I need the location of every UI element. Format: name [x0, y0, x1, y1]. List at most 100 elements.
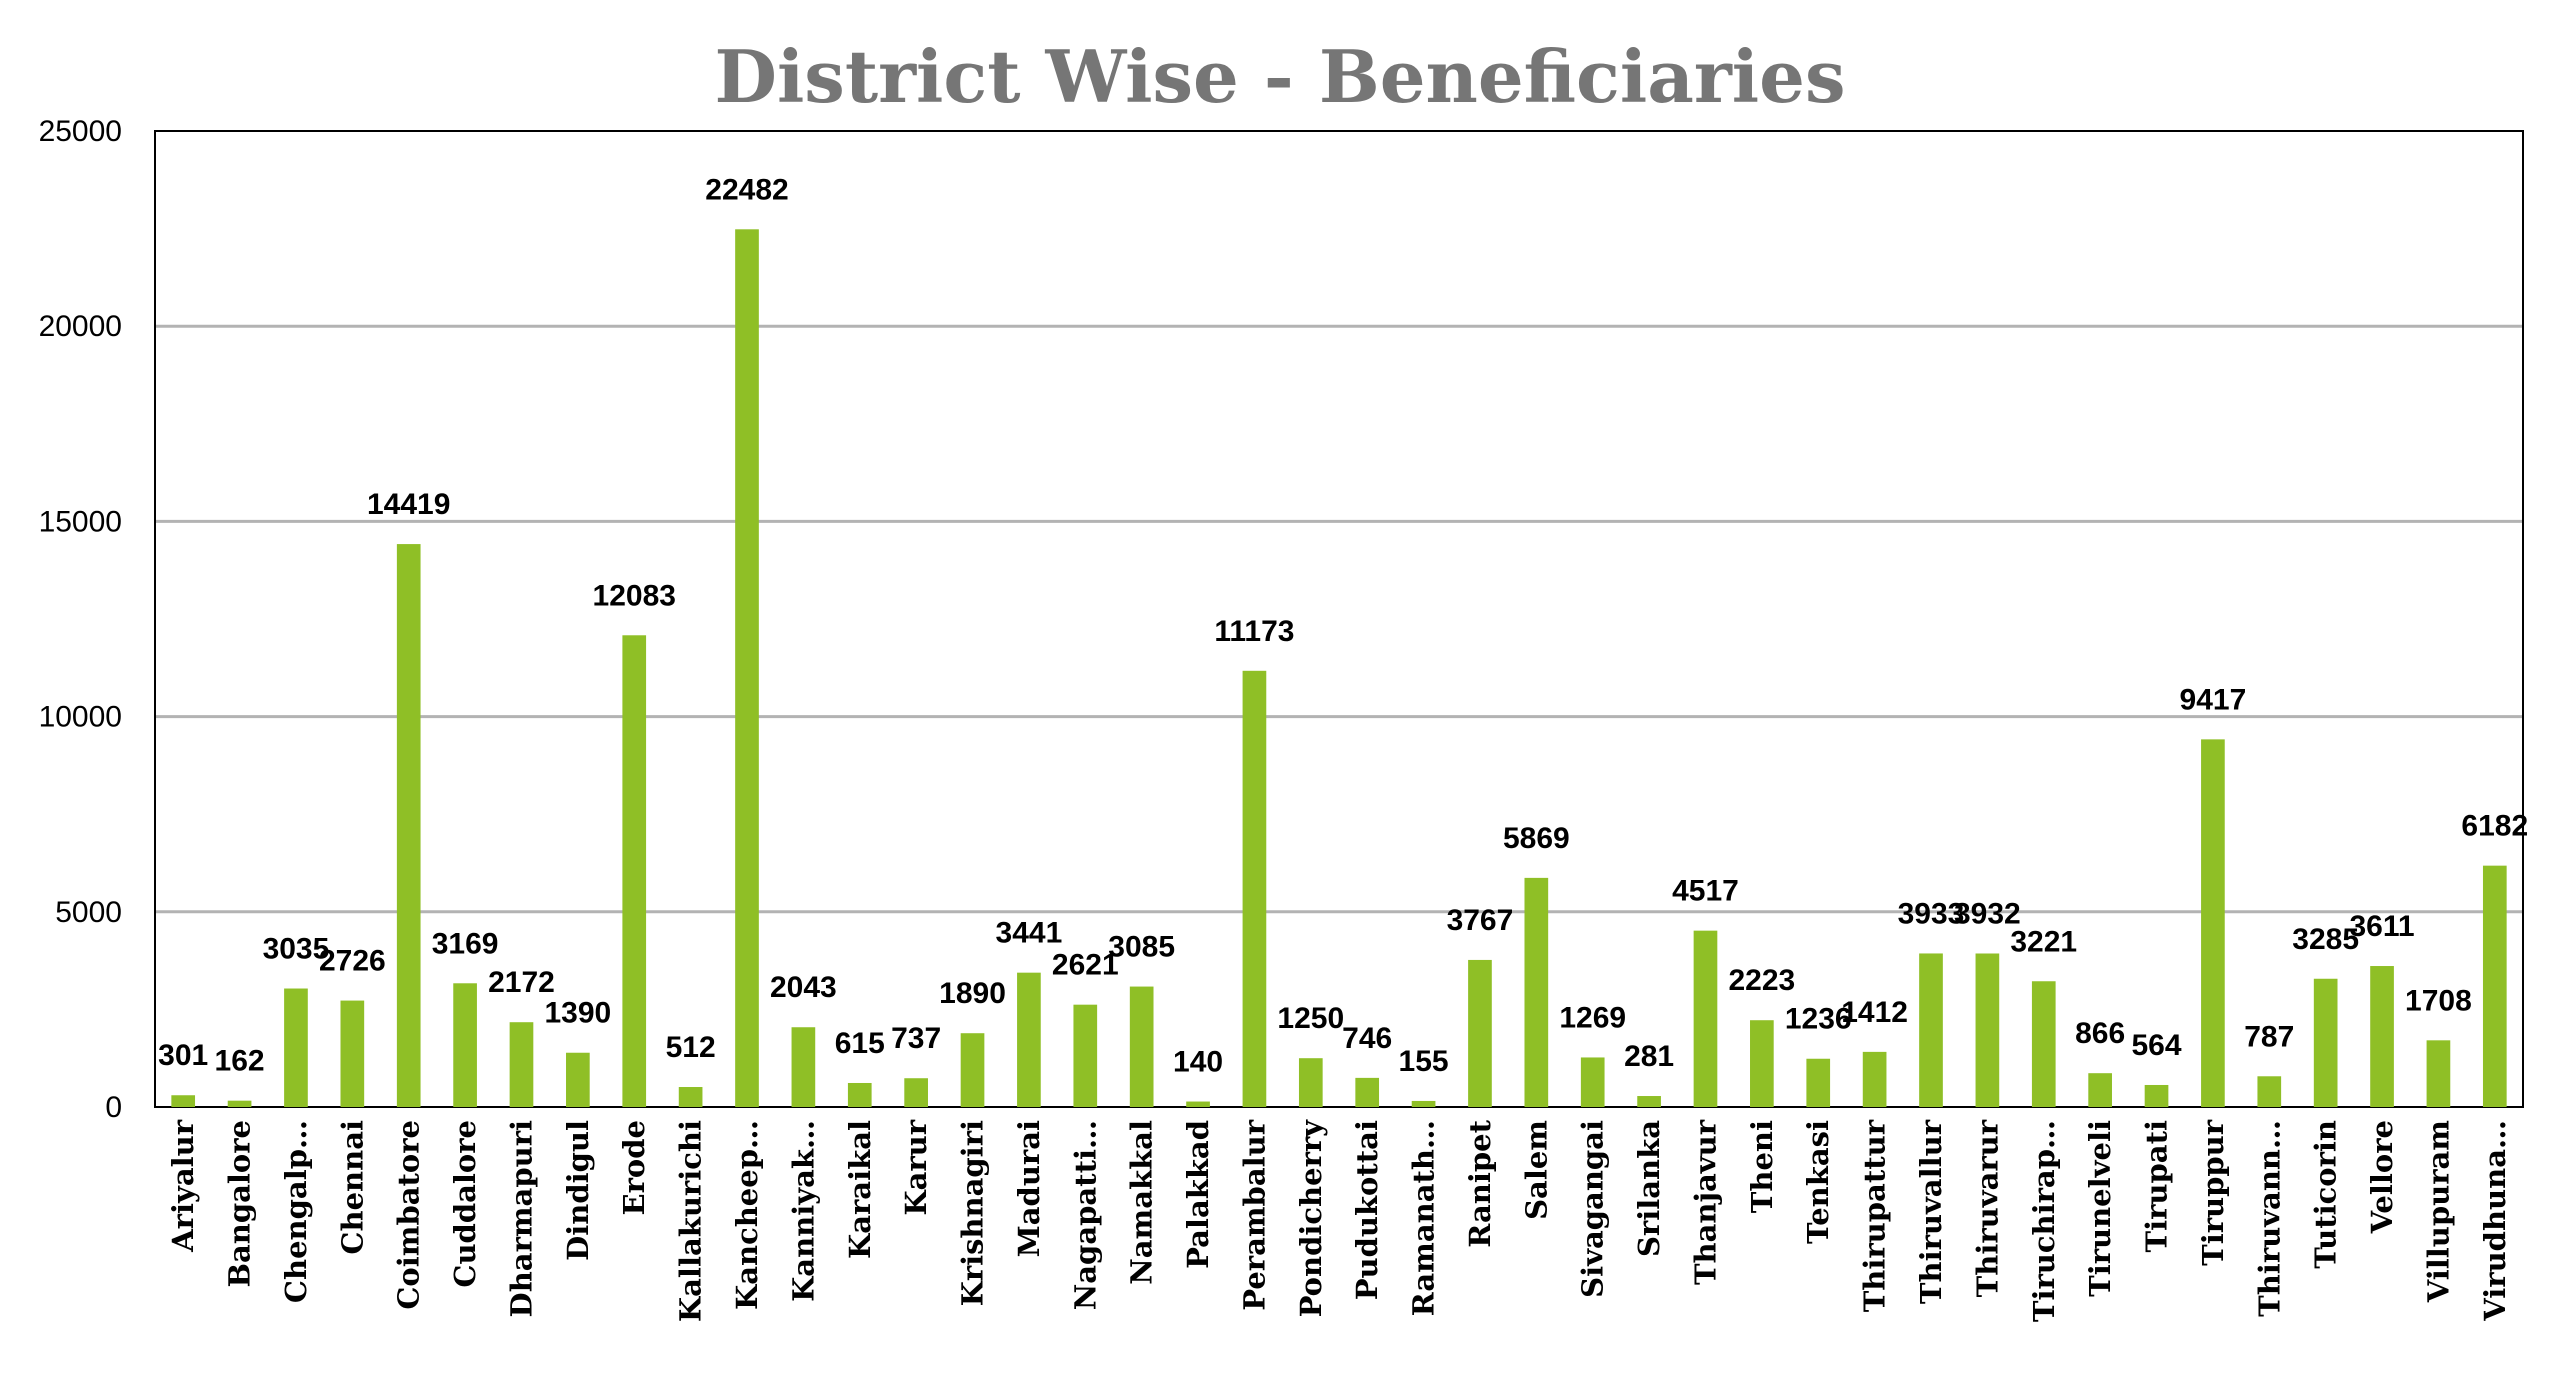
- bar: [622, 635, 647, 1107]
- data-label: 162: [215, 1045, 265, 1078]
- x-tick-label: Chennai: [335, 1120, 369, 1255]
- y-tick-label: 25000: [39, 115, 122, 148]
- data-label: 737: [891, 1022, 941, 1055]
- data-label: 1390: [544, 997, 611, 1030]
- x-tick-label: Ariyalur: [166, 1119, 200, 1253]
- x-tick-label: Pudukottai: [1350, 1120, 1384, 1300]
- x-tick-label: Thiruvann…: [2252, 1120, 2286, 1317]
- x-tick-label: Palakkad: [1181, 1120, 1215, 1269]
- bar: [1693, 930, 1718, 1107]
- data-label: 281: [1624, 1040, 1674, 1073]
- x-tick-label: Ramanath…: [1407, 1120, 1441, 1316]
- x-tick-label: Tirupati: [2140, 1120, 2174, 1252]
- y-tick-label: 5000: [55, 896, 122, 929]
- data-label: 866: [2075, 1017, 2125, 1050]
- data-label: 3221: [2010, 925, 2077, 958]
- data-label: 3285: [2292, 923, 2359, 956]
- y-tick-label: 15000: [39, 505, 122, 538]
- bar: [340, 1000, 365, 1107]
- x-tick-label: Dindigul: [561, 1120, 595, 1261]
- bar: [1524, 877, 1549, 1107]
- data-label: 22482: [705, 173, 788, 206]
- data-label: 14419: [367, 488, 450, 521]
- bar: [1017, 972, 1041, 1107]
- x-tick-label: Thirupattur: [1858, 1119, 1892, 1312]
- bar: [1637, 1096, 1661, 1107]
- bar: [2426, 1040, 2451, 1107]
- x-tick-label: Tiruppur: [2196, 1119, 2230, 1266]
- bar: [2031, 981, 2056, 1107]
- data-label: 1412: [1841, 996, 1908, 1029]
- x-tick-label: Dharmapuri: [504, 1120, 538, 1317]
- x-tick-label: Tiruchirap…: [2027, 1120, 2061, 1322]
- y-tick-label: 20000: [39, 310, 122, 343]
- bar: [1862, 1051, 1887, 1107]
- data-label: 512: [666, 1031, 716, 1064]
- bar: [1129, 986, 1154, 1107]
- data-label: 1890: [939, 977, 1006, 1010]
- x-tick-label: Madurai: [1012, 1120, 1046, 1257]
- data-label: 2223: [1728, 964, 1795, 997]
- x-tick-label: Karaikal: [843, 1120, 877, 1259]
- x-tick-label: Tirunelveli: [2083, 1120, 2117, 1297]
- y-tick-label: 10000: [39, 701, 122, 734]
- bar: [1580, 1057, 1605, 1107]
- bar: [735, 229, 759, 1107]
- bar: [396, 544, 421, 1107]
- x-tick-label: Thiruvarur: [1970, 1119, 2004, 1297]
- data-label: 2621: [1052, 949, 1119, 982]
- bars: [171, 229, 2507, 1107]
- data-label: 1250: [1277, 1002, 1344, 1035]
- data-label: 4517: [1672, 875, 1739, 908]
- x-tick-label: Vellore: [2365, 1120, 2399, 1234]
- x-tick-label: Theni: [1745, 1120, 1779, 1213]
- x-tick-label: Villupuram: [2421, 1120, 2455, 1304]
- bar: [227, 1100, 252, 1107]
- plot-area-border: [154, 130, 2524, 1108]
- data-label: 3085: [1108, 931, 1175, 964]
- bar: [1806, 1058, 1831, 1107]
- bar: [2257, 1076, 2282, 1107]
- x-tick-label: Thanjavur: [1688, 1119, 1722, 1285]
- data-label: 140: [1173, 1046, 1223, 1079]
- data-label: 3169: [432, 927, 499, 960]
- data-label: 6182: [2461, 810, 2528, 843]
- bar: [2482, 865, 2507, 1107]
- x-tick-label: Nagapatti…: [1068, 1120, 1102, 1310]
- data-label: 3932: [1954, 897, 2021, 930]
- x-tick-label: Thiruvallur: [1914, 1119, 1948, 1304]
- bar: [453, 983, 477, 1107]
- x-tick-label: Krishnagiri: [956, 1120, 990, 1306]
- data-label: 615: [835, 1027, 885, 1060]
- x-tick-label: Pondicherry: [1294, 1119, 1328, 1317]
- data-label: 2726: [319, 945, 386, 978]
- data-label: 1236: [1785, 1003, 1852, 1036]
- bar: [284, 988, 308, 1107]
- x-tick-label: Perambalur: [1237, 1119, 1271, 1310]
- data-label: 2172: [488, 966, 555, 999]
- x-tick-label: Tenkasi: [1801, 1120, 1835, 1244]
- bar: [960, 1033, 985, 1107]
- x-tick-label: Ranipet: [1463, 1119, 1497, 1247]
- gridlines: [155, 324, 2523, 914]
- x-tick-label: Cuddalore: [448, 1120, 482, 1288]
- x-tick-label: Virudhuna…: [2478, 1120, 2512, 1322]
- bar: [2144, 1084, 2169, 1107]
- data-label: 3767: [1447, 904, 1514, 937]
- bar: [509, 1022, 534, 1107]
- bar: [171, 1095, 196, 1107]
- bar: [1242, 670, 1267, 1107]
- data-label: 3035: [263, 933, 330, 966]
- data-label: 11173: [1214, 615, 1294, 648]
- data-label: 564: [2131, 1029, 2181, 1062]
- data-label: 155: [1399, 1045, 1449, 1078]
- x-tick-label: Tuticorin: [2309, 1120, 2343, 1269]
- data-label: 1708: [2405, 984, 2472, 1017]
- bar: [791, 1027, 816, 1107]
- bar: [566, 1052, 590, 1107]
- x-tick-label: Sivagangai: [1576, 1120, 1610, 1298]
- bar: [1468, 959, 1492, 1107]
- data-label: 3611: [2350, 910, 2415, 943]
- data-label: 1269: [1559, 1001, 1626, 1034]
